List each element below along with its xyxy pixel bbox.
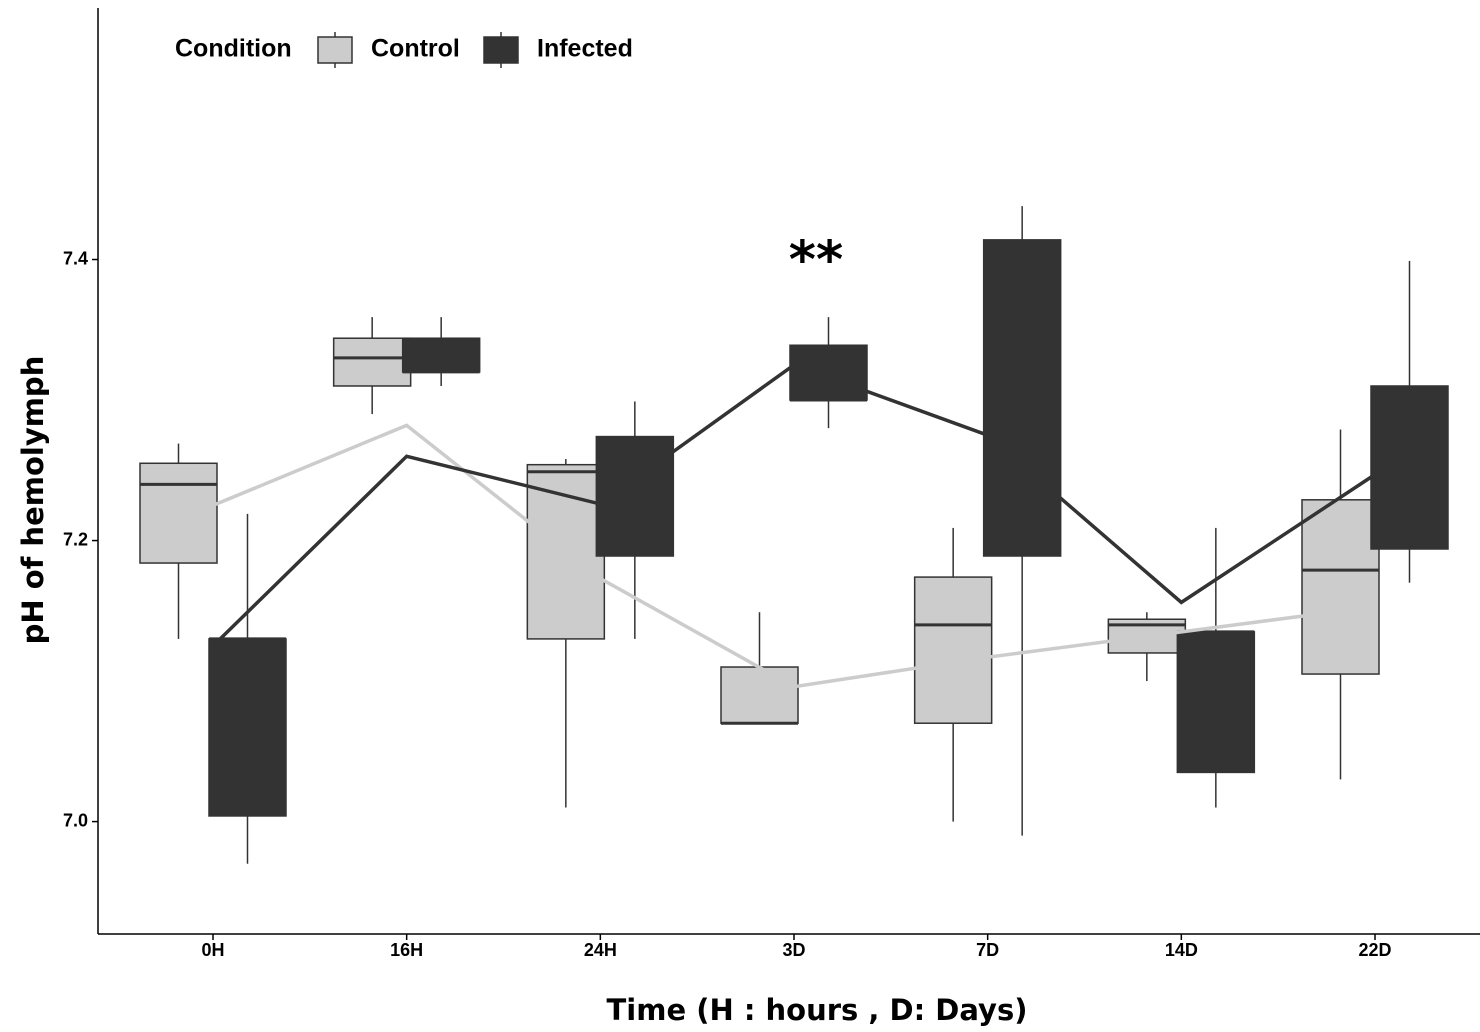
x-tick-label: 7D	[976, 940, 999, 960]
box	[332, 337, 412, 387]
y-tick-label: 7.2	[63, 529, 88, 549]
y-axis-title: pH of hemolymph	[16, 356, 50, 645]
box	[595, 435, 675, 557]
box	[1176, 631, 1256, 774]
legend-key	[483, 36, 519, 64]
annotation: **	[789, 231, 843, 291]
legend-label: Infected	[537, 35, 633, 63]
box	[982, 239, 1062, 557]
x-tick-label: 16H	[390, 940, 423, 960]
x-tick-label: 14D	[1165, 940, 1198, 960]
x-tick-label: 24H	[584, 940, 617, 960]
x-tick-label: 22D	[1358, 940, 1391, 960]
box	[401, 337, 481, 373]
box	[913, 576, 993, 724]
mean-line	[211, 362, 1376, 648]
box	[1301, 499, 1380, 675]
x-tick-label: 0H	[201, 940, 224, 960]
y-tick-label: 7.0	[63, 810, 88, 830]
mean-line	[212, 423, 1376, 689]
box	[720, 666, 799, 724]
box	[1370, 385, 1449, 550]
legend-label: Control	[371, 35, 460, 63]
box	[139, 462, 218, 564]
x-tick-label: 3D	[782, 940, 805, 960]
box	[208, 638, 287, 817]
legend-title: Condition	[175, 35, 292, 63]
y-tick-label: 7.4	[63, 248, 88, 268]
x-axis-title: Time (H : hours , D: Days)	[607, 993, 1028, 1027]
box	[789, 344, 868, 401]
legend-key	[317, 36, 353, 64]
